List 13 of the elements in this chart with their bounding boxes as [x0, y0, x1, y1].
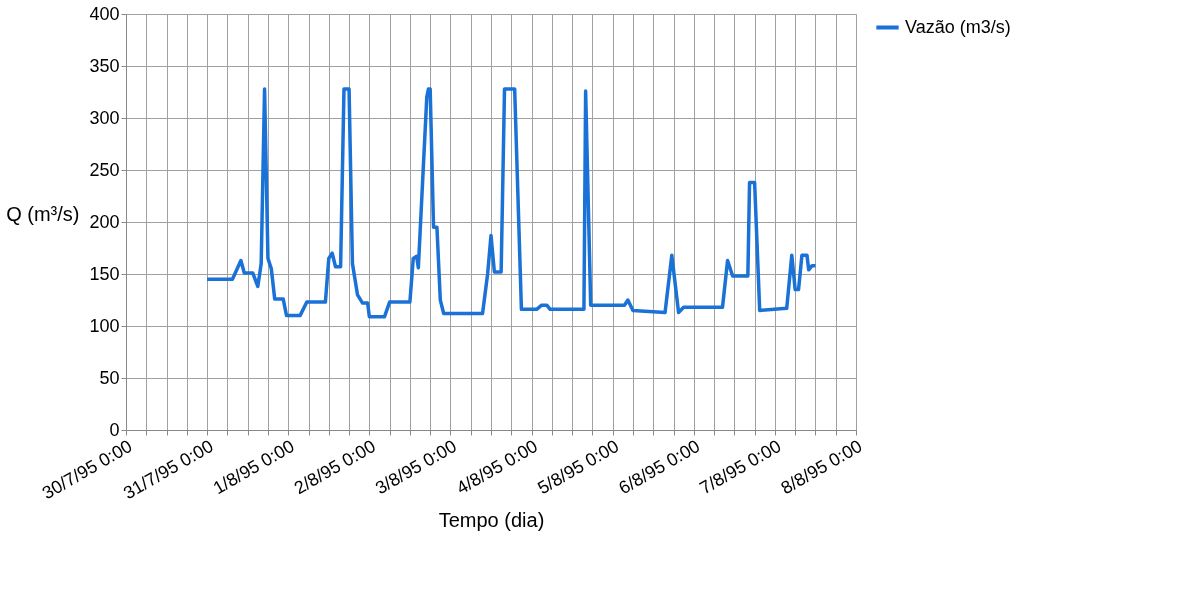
y-tick-label: 0 [109, 419, 120, 440]
y-tick-label: 400 [89, 3, 120, 24]
y-tick-label: 200 [89, 211, 120, 232]
y-tick-label: 250 [89, 159, 120, 180]
y-tick-label: 150 [89, 263, 120, 284]
y-tick-label: 350 [89, 55, 120, 76]
legend-label: Vazão (m3/s) [905, 16, 1011, 37]
y-tick-label: 50 [99, 367, 120, 388]
y-tick-label: 300 [89, 107, 120, 128]
y-axis-title: Q (m³/s) [6, 202, 80, 225]
x-axis-title: Tempo (dia) [438, 509, 545, 532]
y-tick-label: 100 [89, 315, 120, 336]
line-series [205, 87, 818, 319]
